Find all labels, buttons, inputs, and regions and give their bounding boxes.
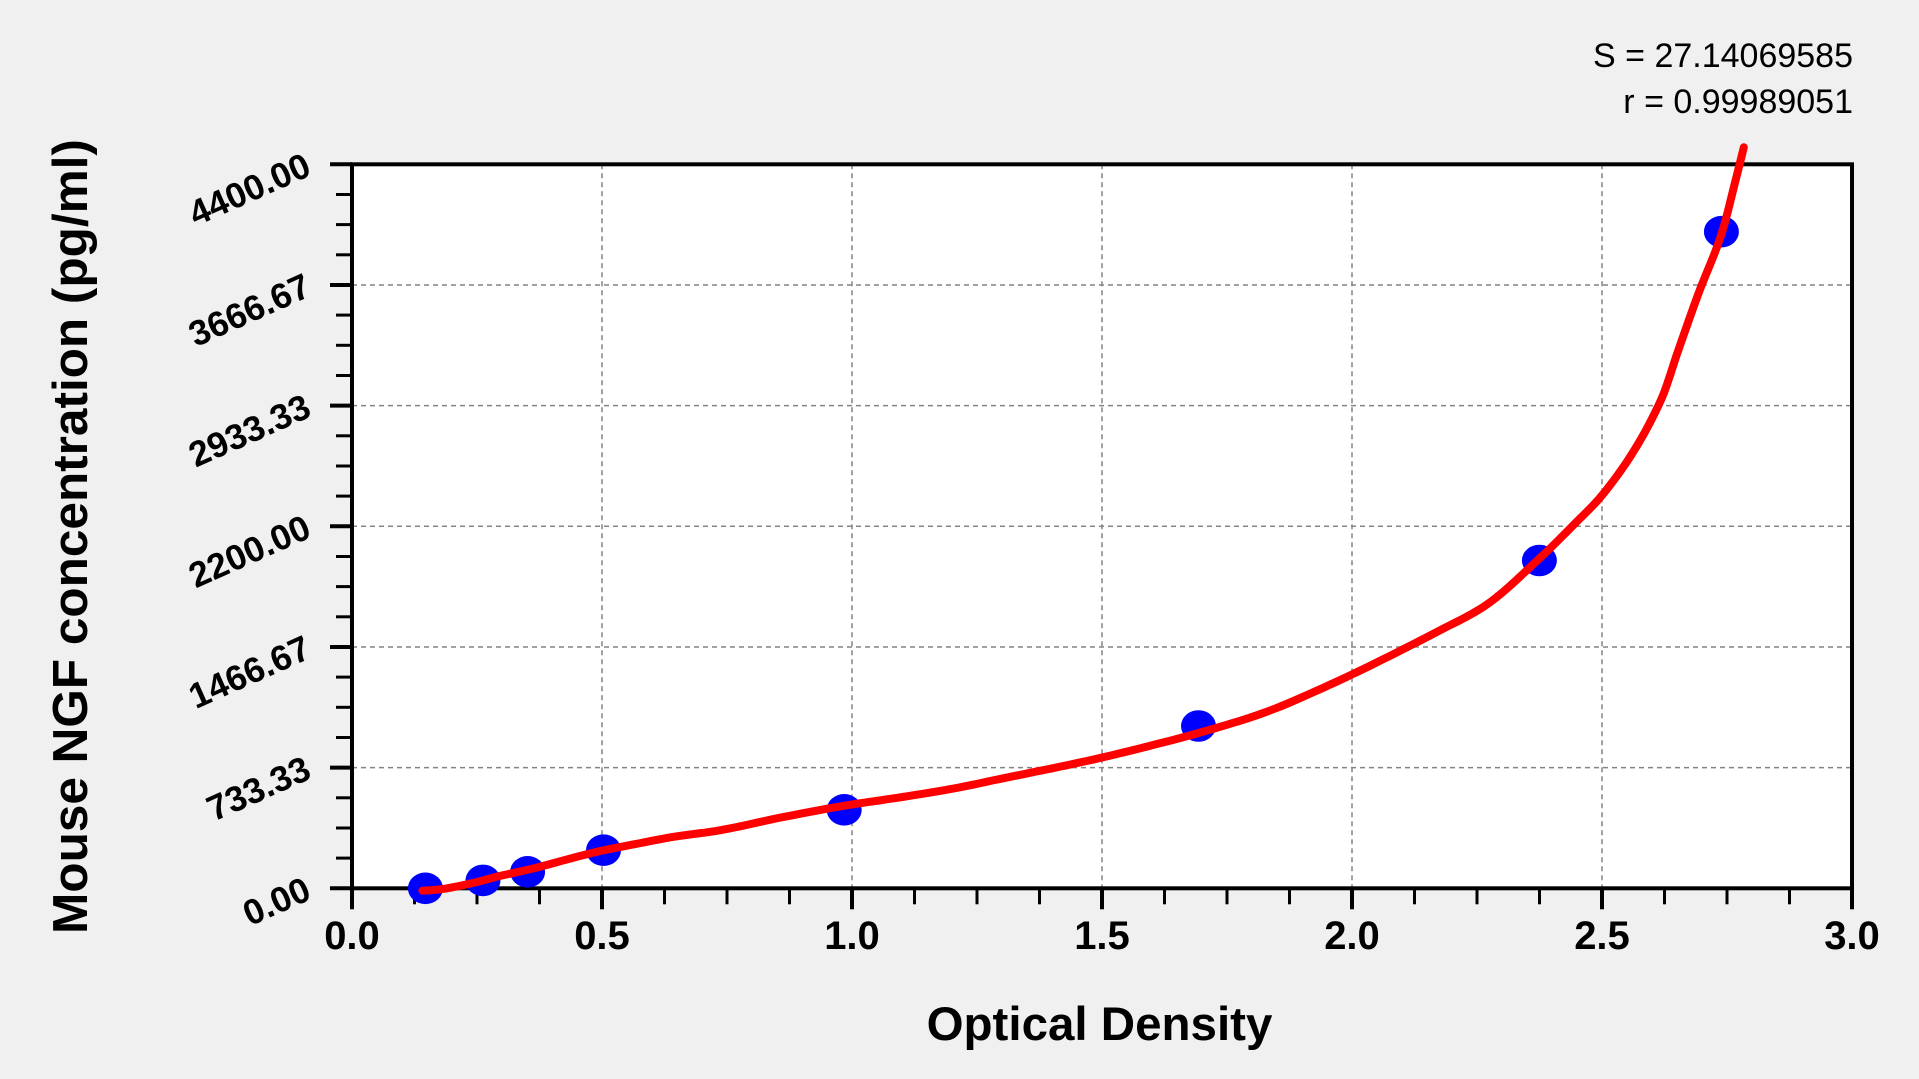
svg-text:1.0: 1.0 [824,914,880,958]
svg-text:0.5: 0.5 [574,914,630,958]
svg-text:r = 0.99989051: r = 0.99989051 [1623,83,1853,121]
svg-text:0.0: 0.0 [324,914,380,958]
svg-text:S = 27.14069585: S = 27.14069585 [1593,37,1853,75]
svg-text:2.5: 2.5 [1574,914,1630,958]
svg-text:3.0: 3.0 [1824,914,1880,958]
svg-text:Mouse NGF concentration (pg/ml: Mouse NGF concentration (pg/ml) [43,139,98,934]
svg-text:2.0: 2.0 [1324,914,1380,958]
svg-text:1.5: 1.5 [1074,914,1130,958]
svg-text:Optical Density: Optical Density [927,998,1273,1051]
